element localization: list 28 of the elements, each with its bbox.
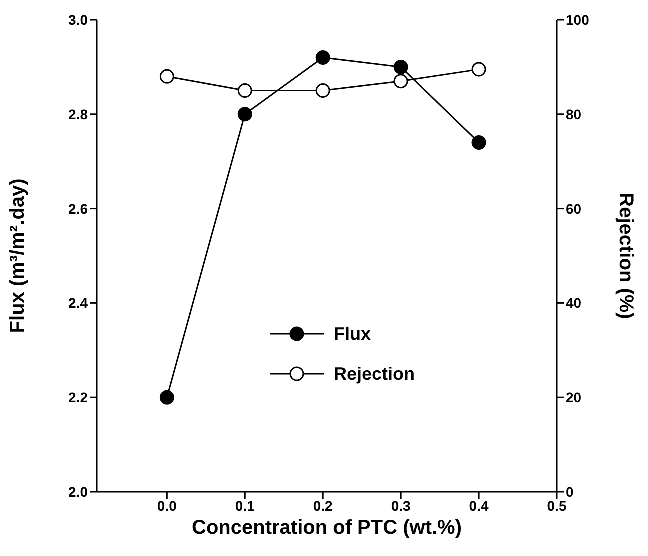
- legend-label: Flux: [334, 324, 372, 344]
- y2-tick-label: 0: [566, 484, 574, 500]
- y2-tick-label: 100: [566, 12, 590, 28]
- y2-axis-title: Rejection (%): [614, 192, 637, 320]
- y-tick-label: 3.0: [68, 12, 88, 28]
- point: [160, 390, 174, 405]
- y-tick-label: 2.6: [68, 200, 88, 217]
- y-tick-label: 2.4: [68, 295, 88, 312]
- point: [472, 135, 486, 150]
- y2-tick-label: 20: [566, 390, 582, 406]
- y2-tick-label: 40: [566, 295, 582, 312]
- y-tick-label: 2.0: [68, 484, 88, 500]
- x-tick-label: 0.0: [157, 498, 178, 514]
- legend-label: Rejection: [334, 364, 416, 384]
- y2-tick-label: 60: [566, 200, 582, 217]
- point: [316, 50, 330, 66]
- y-axis-title: Flux (m³/m².day): [7, 178, 30, 334]
- point: [238, 107, 252, 122]
- x-tick-label: 0.4: [469, 498, 489, 514]
- point: [394, 60, 408, 74]
- x-axis-title: Concentration of PTC (wt.%): [192, 517, 462, 539]
- x-tick-label: 0.3: [391, 498, 412, 514]
- y-tick-label: 2.8: [68, 106, 88, 122]
- y2-tick-label: 80: [566, 106, 582, 122]
- x-tick-label: 0.5: [547, 498, 567, 514]
- x-tick-label: 0.1: [235, 498, 256, 514]
- y-tick-label: 2.2: [68, 390, 88, 406]
- x-tick-label: 0.2: [313, 498, 334, 514]
